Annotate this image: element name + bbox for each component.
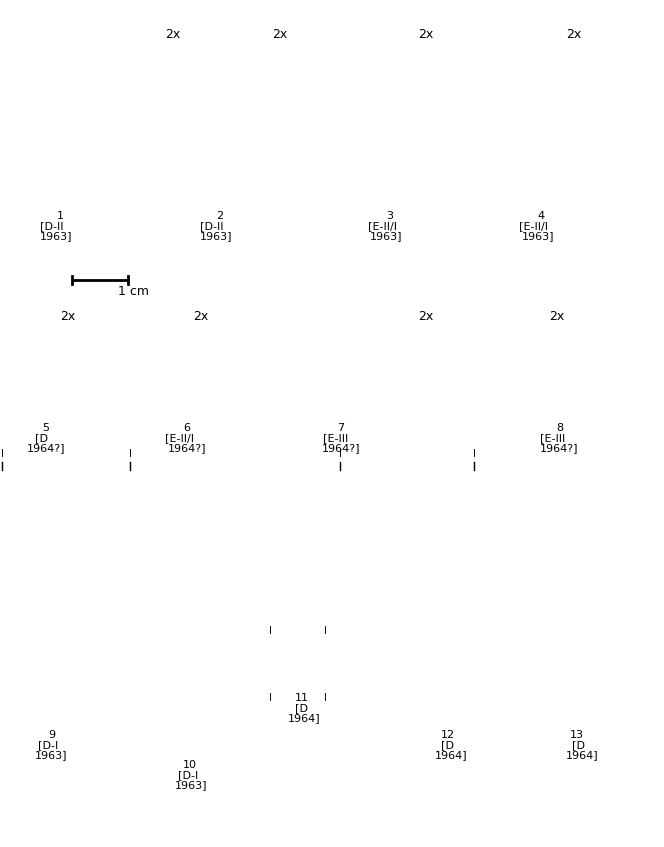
Text: 10: 10 [183,760,197,770]
Text: 1964?]: 1964?] [322,443,361,453]
Text: 3: 3 [386,211,393,221]
Text: I: I [339,449,341,459]
Text: I: I [323,693,327,703]
Text: [D: [D [572,740,585,750]
Text: [D-I: [D-I [178,770,199,780]
Text: 1964]: 1964] [566,750,599,760]
Text: I: I [473,449,475,459]
Text: 1963]: 1963] [522,231,554,241]
Text: [E-II/I: [E-II/I [165,433,194,443]
Text: 1963]: 1963] [200,231,232,241]
Text: 2x: 2x [418,28,433,41]
Text: 7: 7 [337,423,344,433]
Text: 11: 11 [295,693,309,703]
Text: 8: 8 [556,423,563,433]
Text: [D-II: [D-II [200,221,224,231]
Text: 2x: 2x [193,310,208,323]
Text: [D: [D [441,740,454,750]
Text: 1964]: 1964] [435,750,467,760]
Text: [D-I: [D-I [38,740,58,750]
Text: 1: 1 [57,211,64,221]
Text: 13: 13 [570,730,584,740]
Text: 1963]: 1963] [35,750,68,760]
Text: [E-III: [E-III [540,433,565,443]
Text: [D: [D [35,433,48,443]
Text: 1963]: 1963] [40,231,72,241]
Text: 1964?]: 1964?] [27,443,66,453]
Text: 1964]: 1964] [288,713,321,723]
Text: 2x: 2x [418,310,433,323]
Text: 9: 9 [48,730,55,740]
Text: 2x: 2x [60,310,75,323]
Text: [D: [D [295,703,308,713]
Text: I: I [323,626,327,636]
Text: 2x: 2x [549,310,564,323]
Text: 4: 4 [537,211,544,221]
Text: 2x: 2x [566,28,581,41]
Text: [E-III: [E-III [323,433,348,443]
Text: 1 cm: 1 cm [118,285,149,298]
Text: 12: 12 [441,730,455,740]
Text: [E-II/I: [E-II/I [368,221,397,231]
Text: 5: 5 [42,423,49,433]
Text: I: I [268,693,272,703]
Text: 2x: 2x [272,28,288,41]
Text: 1963]: 1963] [370,231,402,241]
Text: 1964?]: 1964?] [168,443,207,453]
Text: I: I [129,449,131,459]
Text: 2: 2 [216,211,223,221]
Text: [E-II/I: [E-II/I [519,221,548,231]
Text: I: I [1,449,3,459]
Text: I: I [268,626,272,636]
Text: 2x: 2x [165,28,180,41]
Text: 6: 6 [183,423,190,433]
Text: 1964?]: 1964?] [540,443,578,453]
Text: [D-II: [D-II [40,221,64,231]
Text: 1963]: 1963] [175,780,207,790]
